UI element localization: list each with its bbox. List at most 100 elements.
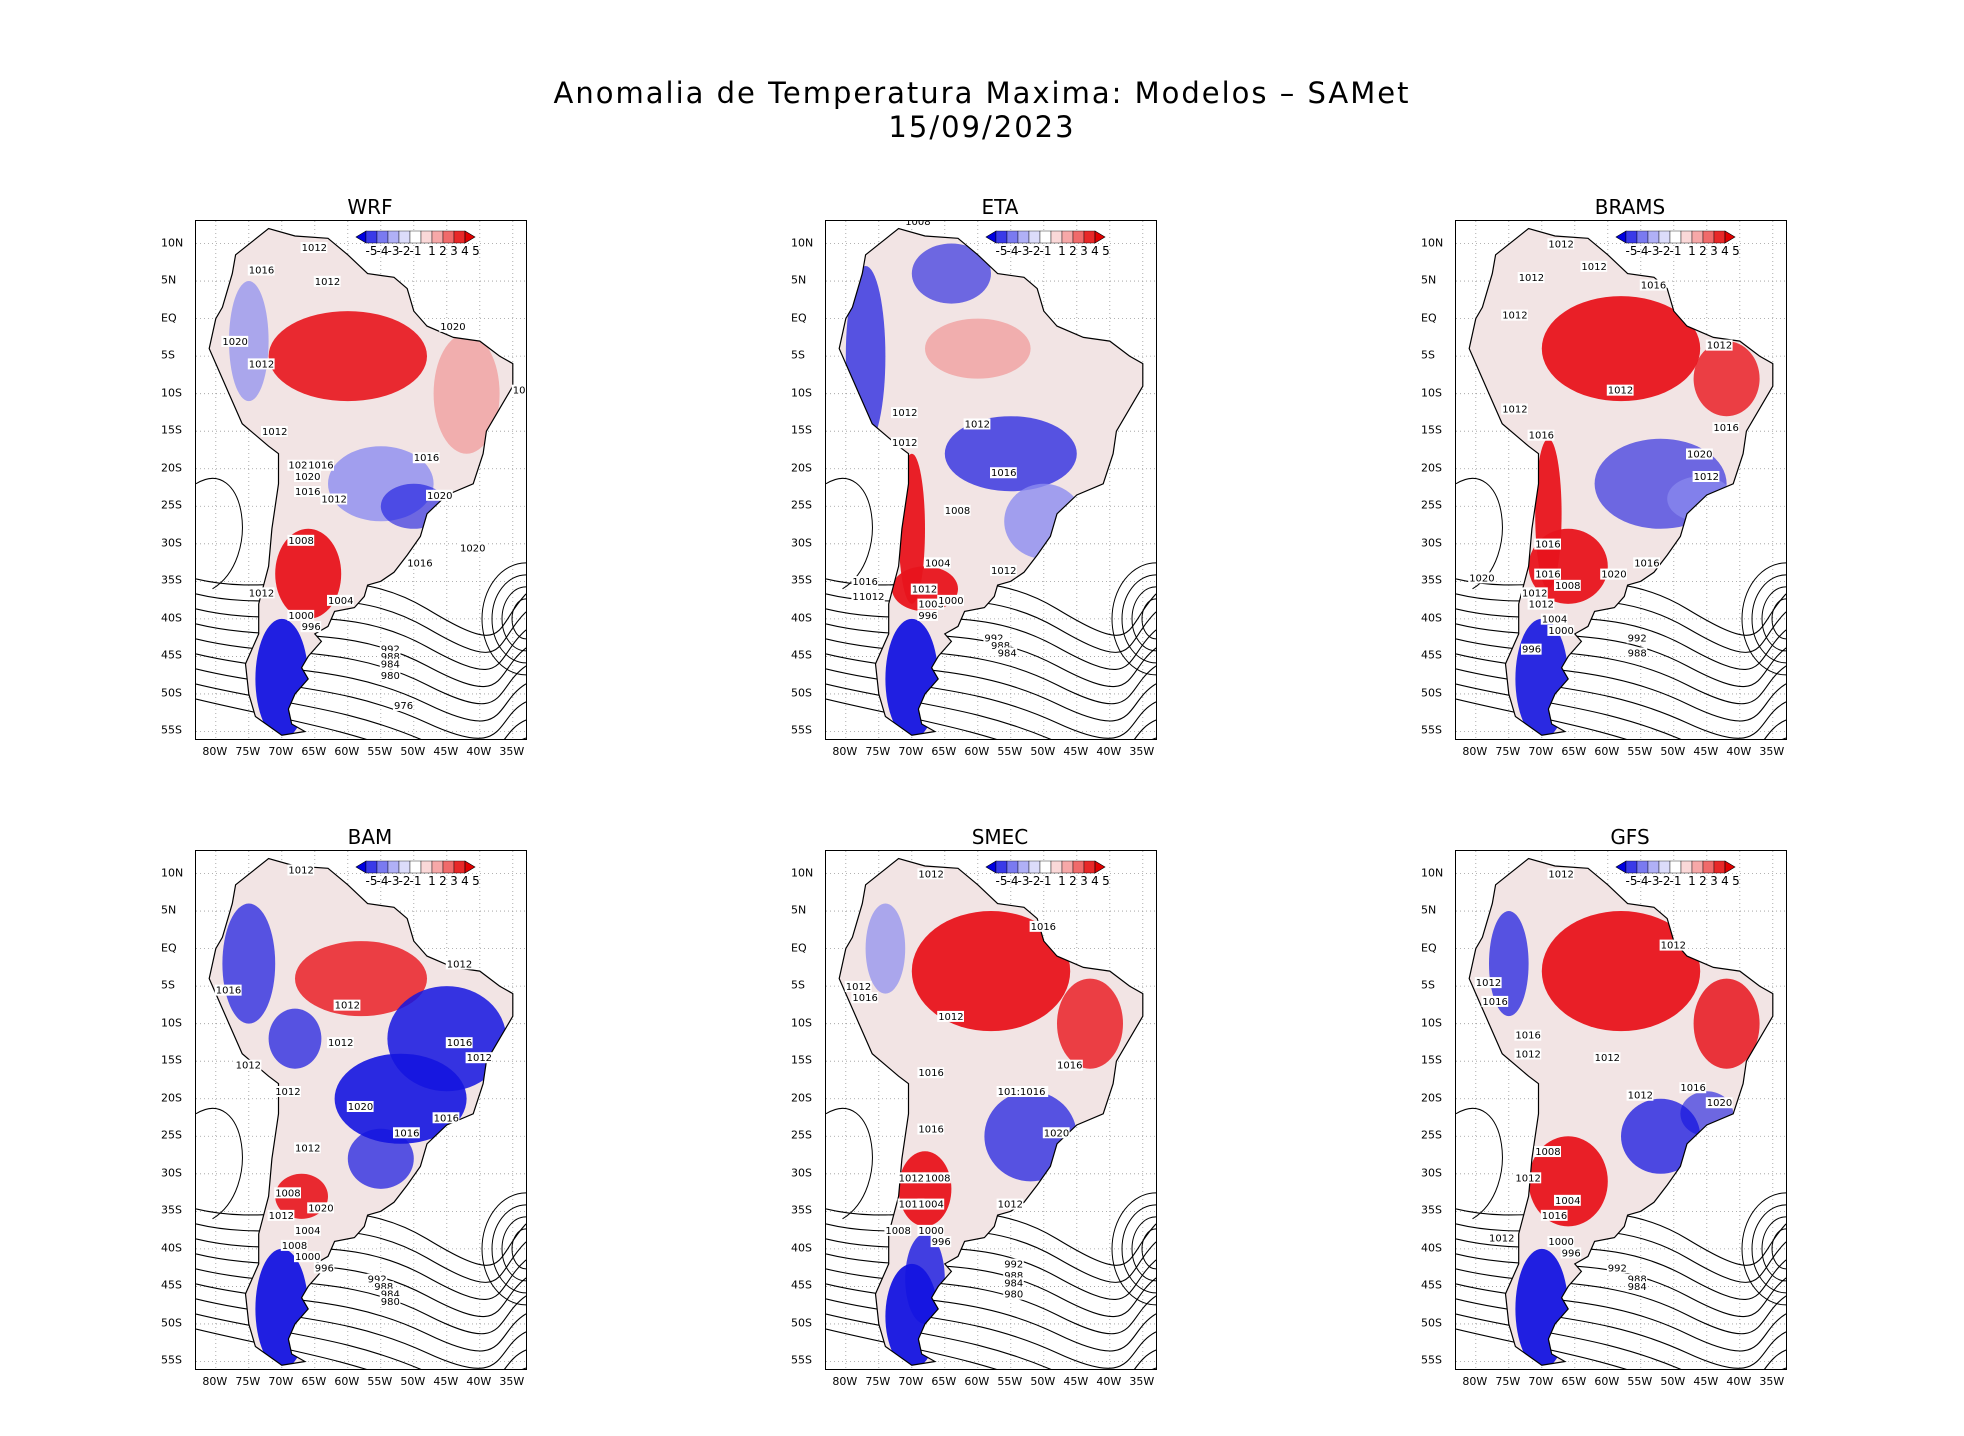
colorbar-label: 1 xyxy=(428,874,436,888)
isobar-label-bg xyxy=(1517,272,1545,284)
colorbar-label: -2 xyxy=(1029,874,1041,888)
isobar-label-bg xyxy=(287,864,315,876)
longitude-label: 55W xyxy=(1627,745,1653,758)
isobar-label-bg xyxy=(897,1198,925,1210)
isobar-line xyxy=(511,598,526,640)
longitude-label: 70W xyxy=(1528,1375,1554,1388)
colorbar-label: -4 xyxy=(1637,244,1649,258)
colorbar-label: -4 xyxy=(377,874,389,888)
latitude-label: 45S xyxy=(791,648,812,662)
latitude-label: 25S xyxy=(161,1128,182,1142)
isobar-label: 1012 xyxy=(912,585,937,596)
latitude-label: 35S xyxy=(1421,1203,1442,1217)
latitude-label: 5N xyxy=(1421,273,1437,287)
longitude-label: 45W xyxy=(1693,1375,1719,1388)
map-frame: 1008 1008 1012 1012 1012 1016 1012 1008 1004 1016… xyxy=(825,220,1157,740)
isobar-label-bg xyxy=(313,275,341,287)
isobar-label: 1004 xyxy=(295,1226,320,1237)
anomaly-region xyxy=(347,1128,414,1189)
isobar-line xyxy=(826,683,1156,739)
colorbar-cell xyxy=(985,230,997,244)
isobar-label-bg xyxy=(1514,1048,1542,1060)
isobar-line xyxy=(196,608,526,670)
colorbar-cell xyxy=(409,230,422,244)
isobar-line xyxy=(1141,1228,1156,1270)
isobar-label-bg xyxy=(851,992,879,1004)
longitude-label: 55W xyxy=(367,1375,393,1388)
colorbar-cell xyxy=(376,230,389,244)
isobar-label-bg xyxy=(917,1067,945,1079)
colorbar-cell xyxy=(1028,860,1041,874)
isobar-label: 1008 xyxy=(1555,581,1580,592)
isobar-line xyxy=(826,1313,1156,1369)
isobar-label: 1012 xyxy=(249,359,274,370)
isobar-label-bg xyxy=(990,564,1017,576)
isobar-label-bg xyxy=(366,1273,388,1285)
isobar-label: 1008 xyxy=(945,506,970,517)
panel-title: SMEC xyxy=(971,825,1029,849)
colorbar-label: 5 xyxy=(1732,874,1740,888)
longitude-label: 70W xyxy=(898,745,924,758)
latitude-label: 30S xyxy=(791,1166,812,1180)
longitude-label: 45W xyxy=(1063,745,1089,758)
isobar-label: 1004 xyxy=(1555,1196,1580,1207)
isobar-label-bg xyxy=(1003,1288,1024,1300)
isobar-label-bg xyxy=(267,1209,295,1221)
colorbar-cell xyxy=(355,230,367,244)
colorbar-label: -3 xyxy=(1648,244,1660,258)
coastline xyxy=(838,857,1144,1366)
isobar-label-bg xyxy=(379,1296,401,1308)
anomaly-region xyxy=(911,911,1071,1032)
latitude-label: 5N xyxy=(161,273,177,287)
isobar-label-bg xyxy=(917,609,938,621)
isobar-label: 996 xyxy=(302,622,321,633)
isobar-label: 996 xyxy=(1522,645,1541,656)
longitude-label: 35W xyxy=(1129,1375,1155,1388)
map-panel-brams: BRAMS 1012 1012 1012 1016 1012 1012 1012 1020 101… xyxy=(1421,195,1805,795)
colorbar-label: 5 xyxy=(1102,874,1110,888)
latitude-label: 10N xyxy=(1421,236,1444,250)
latitude-label: 20S xyxy=(791,1091,812,1105)
isobar-label-bg xyxy=(1481,995,1509,1007)
isobar-label-bg xyxy=(897,1172,925,1184)
longitude-label: 70W xyxy=(1528,745,1554,758)
colorbar: -5 -4 -3 -2 -1 1 2 3 4 5 xyxy=(1615,230,1740,258)
isobar-line xyxy=(826,1107,873,1220)
longitude-label: 35W xyxy=(499,745,525,758)
colorbar-label: -4 xyxy=(1007,874,1019,888)
colorbar-cell xyxy=(1050,860,1063,874)
longitude-label: 75W xyxy=(865,1375,891,1388)
isobar-label: 988 xyxy=(1628,648,1647,659)
isobar-label: 992 xyxy=(1628,633,1647,644)
latitude-label: 5S xyxy=(1421,348,1435,362)
colorbar-label: -3 xyxy=(388,244,400,258)
colorbar-cell xyxy=(1017,860,1030,874)
isobar-label: 984 xyxy=(998,648,1017,659)
colorbar-cell xyxy=(453,860,466,874)
colorbar-label: 4 xyxy=(1091,244,1099,258)
isobar-label-bg xyxy=(1547,624,1575,636)
isobar-label-bg xyxy=(996,1198,1024,1210)
isobar-label-bg xyxy=(439,320,466,332)
colorbar-cell xyxy=(464,860,476,874)
isobar-label: 1016 xyxy=(434,1113,459,1124)
isobar-line xyxy=(1456,1107,1503,1220)
anomaly-region xyxy=(911,243,991,304)
latitude-label: 10S xyxy=(161,1016,182,1030)
isobar-label-bg xyxy=(844,980,872,992)
colorbar-cell xyxy=(1680,860,1693,874)
colorbar-cell xyxy=(442,230,455,244)
isobar-label-bg xyxy=(1639,279,1667,291)
isobar-label: 1016 xyxy=(1031,922,1056,933)
colorbar-cell xyxy=(1680,230,1693,244)
isobar-label-bg xyxy=(891,437,918,449)
colorbar-label: 4 xyxy=(1091,874,1099,888)
isobar-label-bg xyxy=(917,1224,945,1236)
colorbar-label: 4 xyxy=(461,244,469,258)
isobar-label-bg xyxy=(333,999,361,1011)
longitude-label: 50W xyxy=(1660,1375,1686,1388)
colorbar-cell xyxy=(365,860,378,874)
isobar-label: 1020 xyxy=(460,543,485,554)
isobar-label-bg xyxy=(1029,920,1057,932)
isobar-label: 992 xyxy=(381,645,400,656)
